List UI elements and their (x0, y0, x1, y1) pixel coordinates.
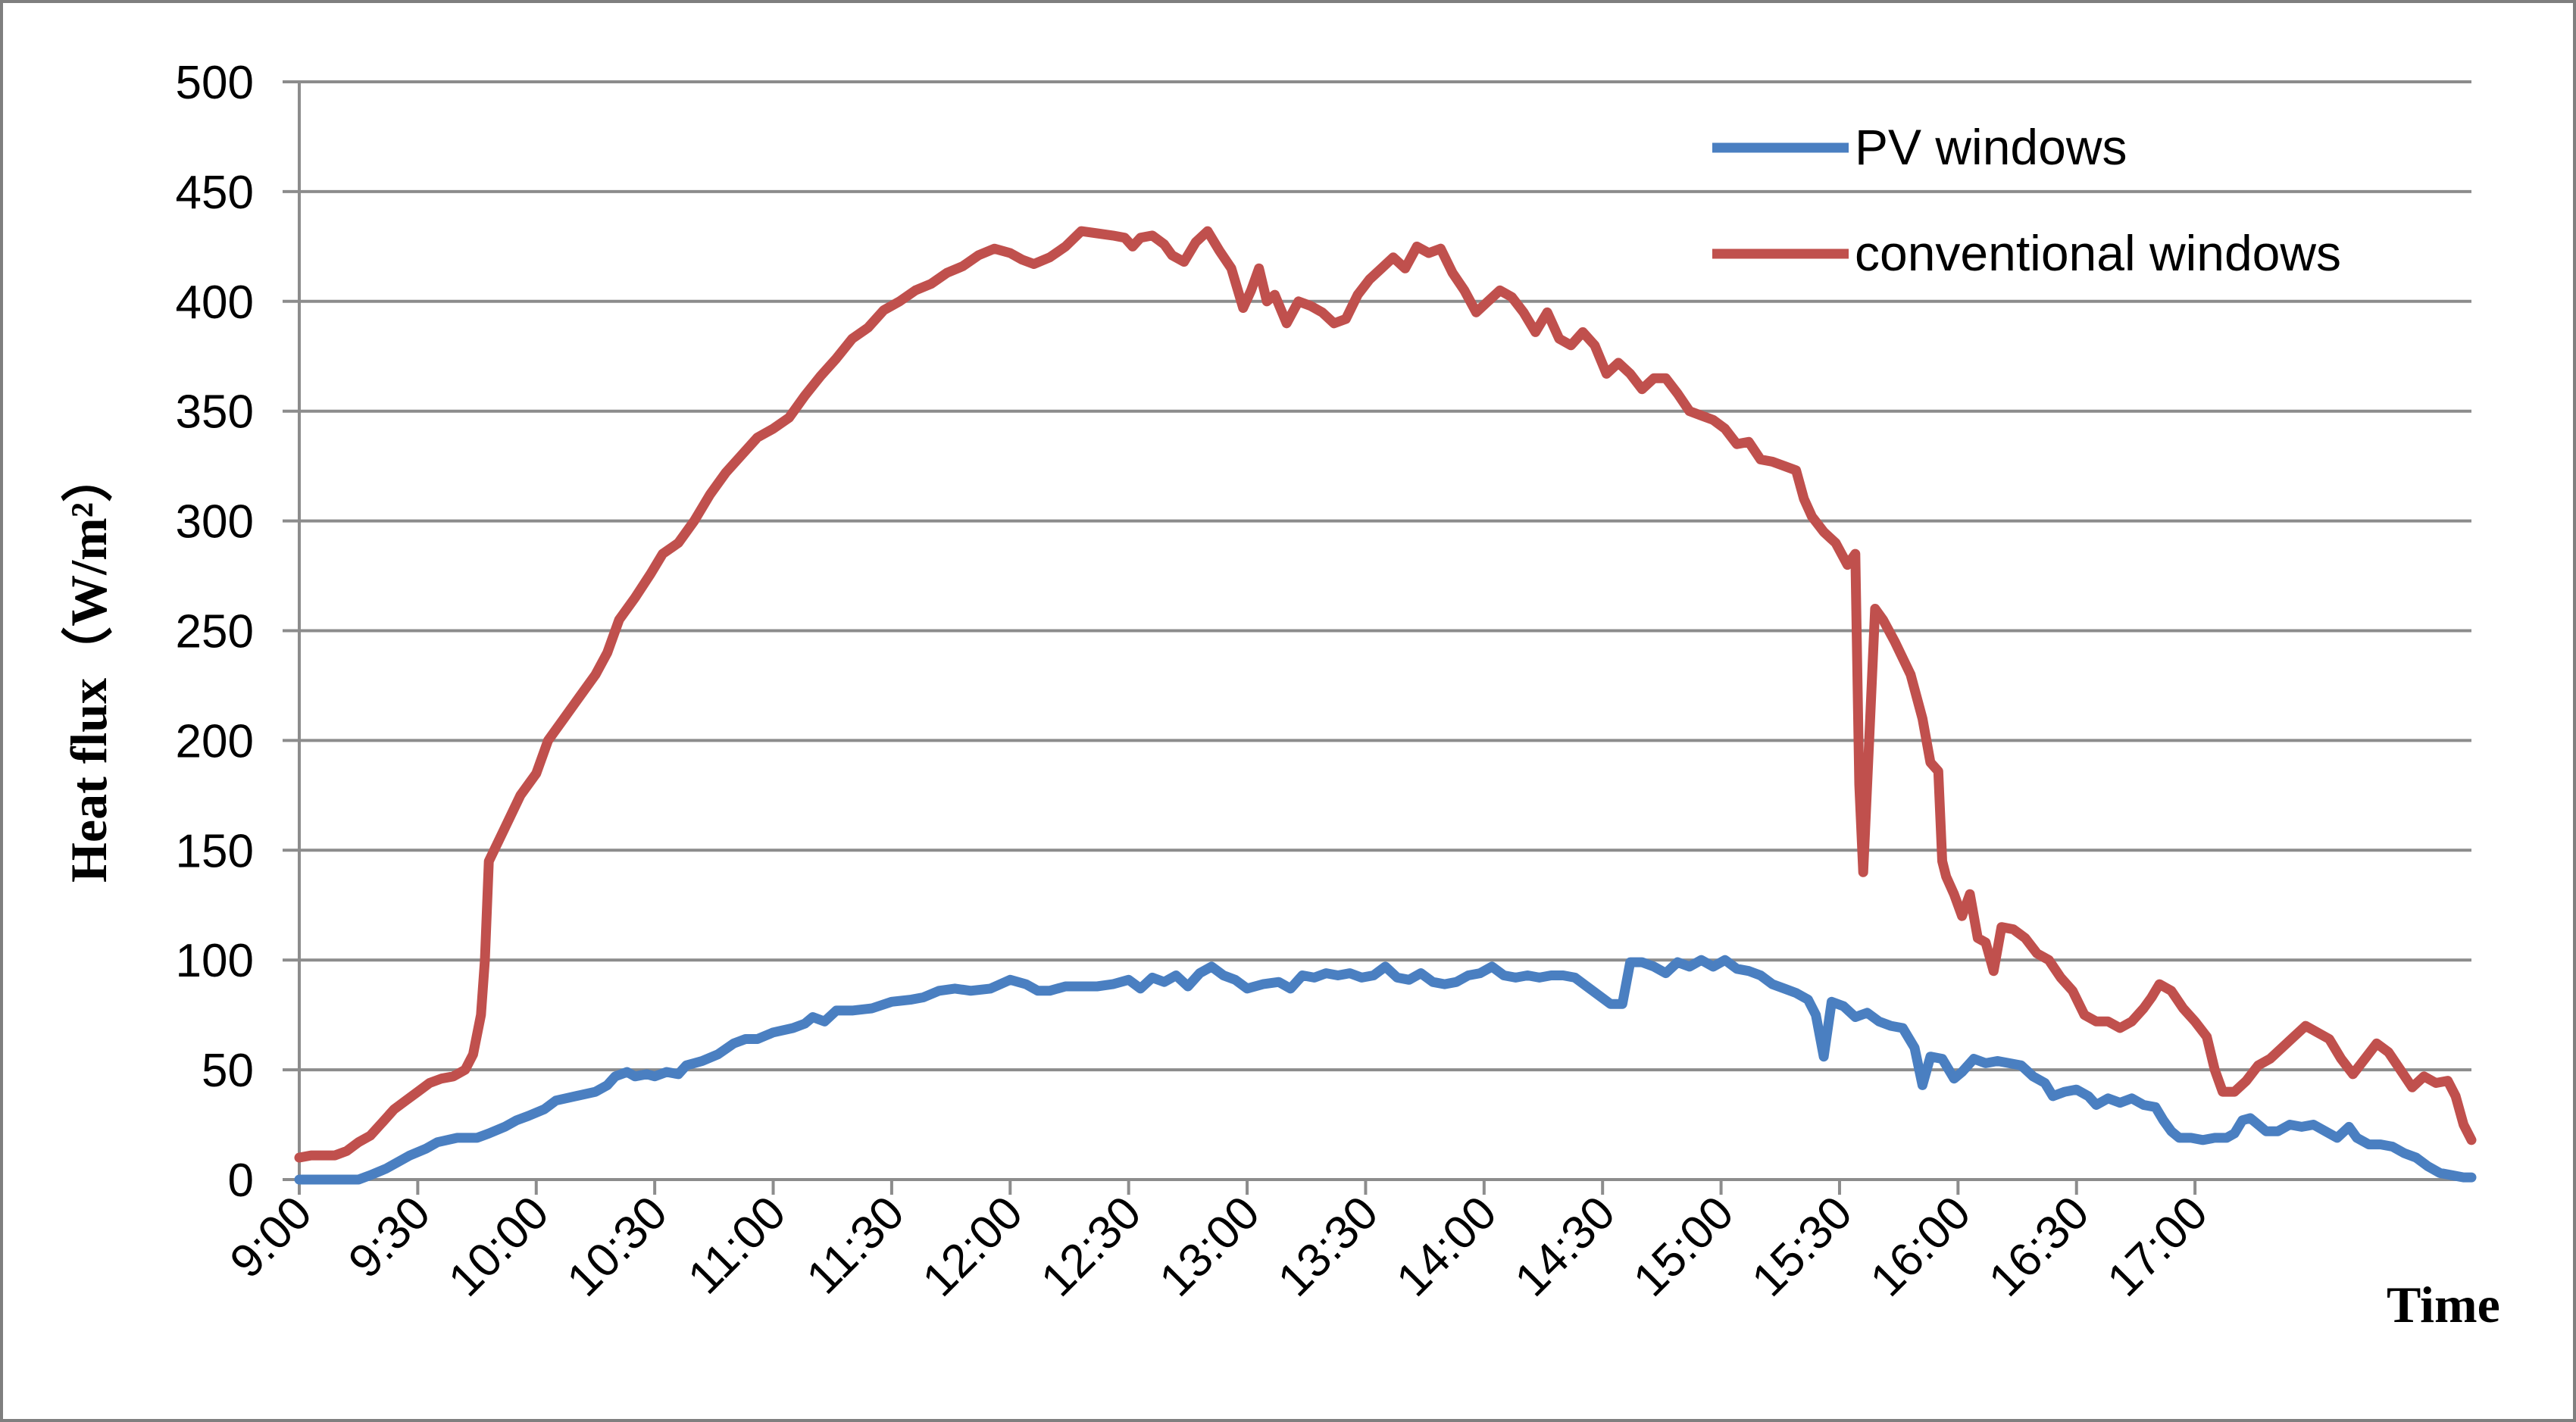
y-tick-label-400: 400 (176, 277, 254, 329)
y-tick-label-150: 150 (176, 825, 254, 877)
y-tick-labels: 0 50 100 150 200 250 300 350 400 450 500 (176, 57, 254, 1207)
legend-label-conventional-windows: conventional windows (1855, 225, 2341, 281)
y-tick-label-450: 450 (176, 167, 254, 219)
y-tick-label-250: 250 (176, 606, 254, 658)
y-tick-label-0: 0 (228, 1155, 254, 1207)
y-tick-label-300: 300 (176, 496, 254, 548)
y-tick-label-500: 500 (176, 57, 254, 109)
series-line-conventional-windows (294, 226, 2477, 1163)
y-tick-label-200: 200 (176, 715, 254, 767)
y-tick-label-50: 50 (202, 1045, 254, 1097)
x-axis-title: Time (2387, 1276, 2500, 1333)
legend-label-pv-windows: PV windows (1855, 119, 2127, 175)
y-tick-label-100: 100 (176, 935, 254, 987)
y-axis-title: Heat flux（W/m²） (60, 451, 117, 883)
legend: PV windows conventional windows (1712, 119, 2341, 281)
y-tick-label-350: 350 (176, 386, 254, 439)
axes (283, 80, 2471, 1195)
series-lines (294, 226, 2477, 1185)
series-line-pv-windows (294, 955, 2477, 1185)
